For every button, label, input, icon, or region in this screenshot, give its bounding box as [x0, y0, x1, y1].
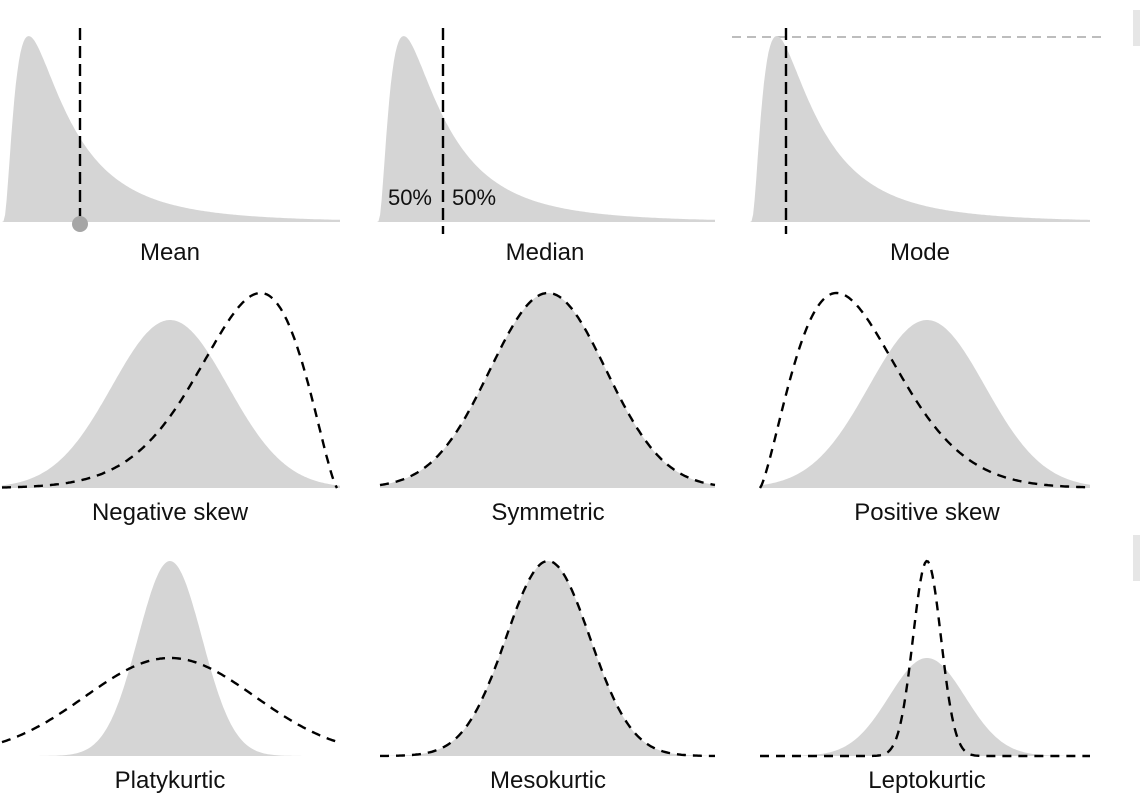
- panel-leptokurtic: Leptokurtic: [760, 559, 1090, 794]
- symmetric-curve: [379, 291, 716, 487]
- mesokurtic-curve: [380, 559, 715, 758]
- panel-negative-skew: Negative skew: [1, 291, 340, 526]
- mesokurtic-label: Mesokurtic: [490, 767, 606, 794]
- median-right-percent: 50%: [452, 185, 496, 210]
- leptokurtic-curve: [760, 559, 1090, 758]
- panel-mean: Mean: [2, 28, 340, 266]
- platykurtic-label: Platykurtic: [115, 767, 226, 794]
- mean-marker: [72, 216, 88, 232]
- panel-mode: Mode: [732, 28, 1104, 266]
- median-left-percent: 50%: [388, 185, 432, 210]
- median-label: Median: [506, 239, 585, 266]
- positive-skew-label: Positive skew: [854, 499, 1000, 526]
- panel-platykurtic: Platykurtic: [1, 561, 341, 794]
- mesokurtic-reference-curve: [380, 561, 715, 756]
- edge-fragment-bottom: [1133, 535, 1140, 581]
- edge-fragment-top: [1133, 10, 1140, 46]
- panel-symmetric: Symmetric: [379, 291, 716, 526]
- mode-label: Mode: [890, 239, 950, 266]
- symmetric-reference-curve: [380, 293, 715, 488]
- leptokurtic-label: Leptokurtic: [868, 767, 985, 794]
- panel-mesokurtic: Mesokurtic: [380, 559, 715, 794]
- panel-median: 50% 50% Median: [377, 28, 715, 266]
- mean-label: Mean: [140, 239, 200, 266]
- symmetric-label: Symmetric: [491, 499, 604, 526]
- mean-distribution-curve: [2, 36, 340, 222]
- negative-skew-curve: [1, 291, 339, 489]
- negative-skew-reference-curve: [2, 320, 340, 488]
- negative-skew-label: Negative skew: [92, 499, 249, 526]
- leptokurtic-reference-curve: [760, 658, 1090, 756]
- mode-distribution-curve: [750, 36, 1090, 222]
- positive-skew-reference-curve: [760, 320, 1090, 488]
- positive-skew-curve: [758, 291, 1090, 489]
- median-distribution-curve: [377, 36, 715, 222]
- panel-positive-skew: Positive skew: [758, 291, 1090, 526]
- platykurtic-reference-curve: [2, 561, 340, 756]
